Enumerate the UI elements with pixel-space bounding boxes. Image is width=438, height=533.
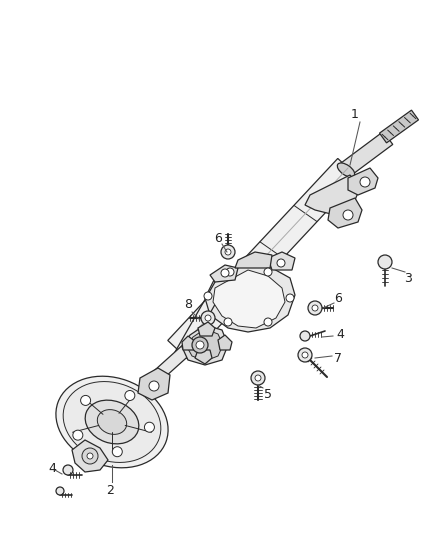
Ellipse shape	[85, 400, 139, 444]
Circle shape	[226, 268, 234, 276]
Circle shape	[312, 305, 318, 311]
Polygon shape	[235, 252, 272, 268]
Circle shape	[378, 255, 392, 269]
Circle shape	[255, 375, 261, 381]
Circle shape	[125, 391, 135, 400]
Text: 5: 5	[264, 389, 272, 401]
Circle shape	[224, 318, 232, 326]
Circle shape	[300, 331, 310, 341]
Ellipse shape	[337, 163, 355, 177]
Circle shape	[286, 294, 294, 302]
Ellipse shape	[63, 382, 161, 463]
Polygon shape	[182, 325, 228, 365]
Text: 3: 3	[404, 271, 412, 285]
Circle shape	[81, 395, 91, 406]
Polygon shape	[305, 175, 360, 215]
Text: 2: 2	[106, 483, 114, 497]
Circle shape	[221, 269, 229, 277]
Text: 6: 6	[334, 292, 342, 304]
Polygon shape	[379, 110, 418, 143]
Polygon shape	[72, 440, 108, 472]
Circle shape	[205, 315, 211, 321]
Polygon shape	[195, 350, 212, 364]
Circle shape	[145, 422, 155, 432]
Circle shape	[264, 268, 272, 276]
Polygon shape	[182, 336, 196, 350]
Circle shape	[298, 348, 312, 362]
Polygon shape	[348, 168, 378, 195]
Circle shape	[112, 447, 122, 457]
Polygon shape	[151, 337, 199, 383]
Circle shape	[343, 210, 353, 220]
Polygon shape	[268, 252, 295, 270]
Circle shape	[302, 352, 308, 358]
Text: 8: 8	[184, 298, 192, 311]
Text: 1: 1	[351, 109, 359, 122]
Circle shape	[56, 487, 64, 495]
Circle shape	[149, 381, 159, 391]
Polygon shape	[210, 265, 238, 282]
Circle shape	[277, 259, 285, 267]
Circle shape	[264, 318, 272, 326]
Circle shape	[63, 465, 73, 475]
Polygon shape	[328, 198, 362, 228]
Circle shape	[87, 453, 93, 459]
Polygon shape	[218, 335, 232, 350]
Circle shape	[73, 430, 83, 440]
Polygon shape	[138, 368, 170, 400]
Circle shape	[221, 245, 235, 259]
Text: 6: 6	[214, 231, 222, 245]
Ellipse shape	[97, 410, 127, 434]
Circle shape	[201, 311, 215, 325]
Circle shape	[225, 249, 231, 255]
Circle shape	[308, 301, 322, 315]
Circle shape	[204, 292, 212, 300]
Polygon shape	[198, 322, 215, 336]
Polygon shape	[168, 158, 358, 360]
Circle shape	[251, 371, 265, 385]
Polygon shape	[205, 262, 295, 332]
Polygon shape	[340, 132, 393, 176]
Circle shape	[360, 177, 370, 187]
Text: 7: 7	[334, 351, 342, 365]
Text: 4: 4	[336, 328, 344, 342]
Text: 4: 4	[48, 462, 56, 474]
Polygon shape	[187, 329, 223, 361]
Ellipse shape	[56, 376, 168, 468]
Circle shape	[82, 448, 98, 464]
Circle shape	[196, 341, 204, 349]
Circle shape	[192, 337, 208, 353]
Polygon shape	[213, 270, 285, 328]
